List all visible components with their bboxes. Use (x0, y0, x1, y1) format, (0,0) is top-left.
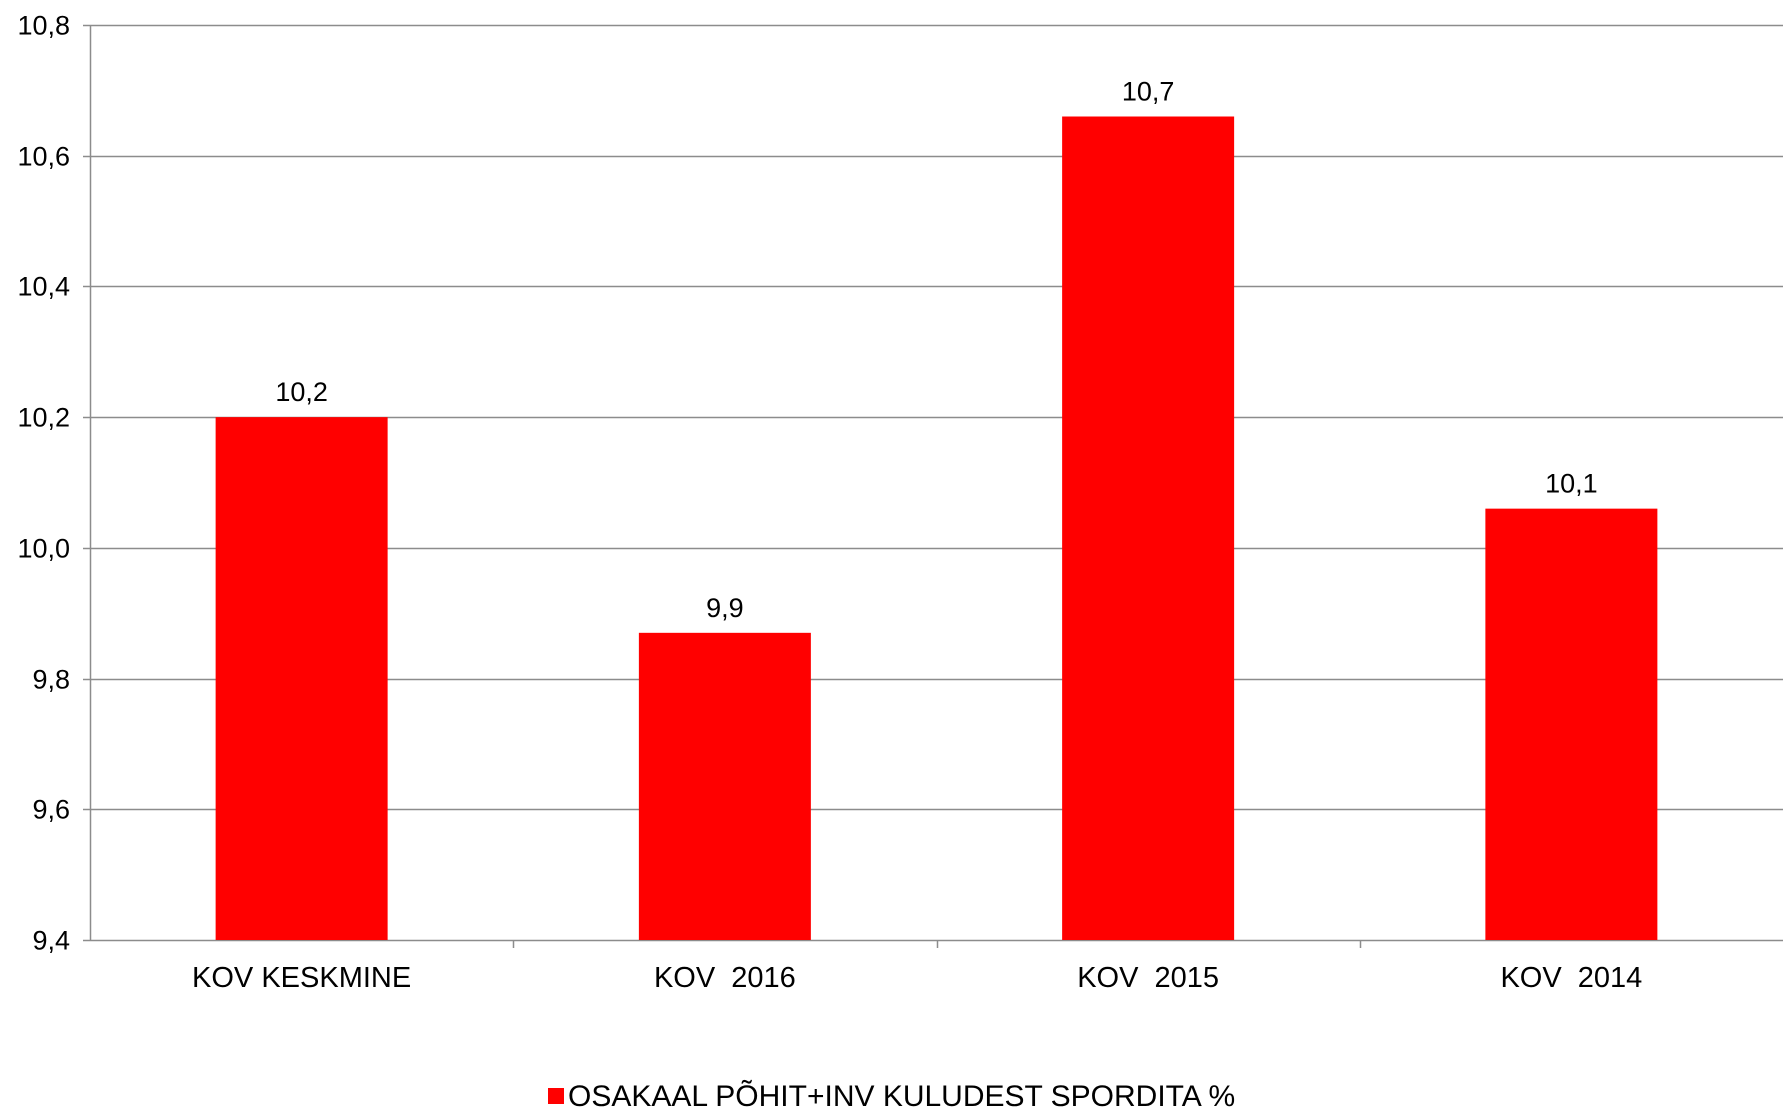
legend: OSAKAAL PÕHIT+INV KULUDEST SPORDITA % (548, 1079, 1235, 1112)
data-label: 9,9 (706, 593, 744, 623)
y-tick-label: 9,6 (32, 795, 70, 825)
bar (1062, 116, 1235, 940)
data-label: 10,1 (1545, 469, 1598, 499)
y-tick-label: 9,4 (32, 926, 70, 956)
x-tick-label: KOV KESKMINE (192, 962, 411, 994)
data-label: 10,2 (275, 377, 328, 407)
y-tick-label: 10,2 (17, 403, 70, 433)
y-tick-label: 10,4 (17, 272, 70, 302)
y-tick-label: 10,0 (17, 534, 70, 564)
bar (638, 632, 811, 940)
data-label: 10,7 (1122, 77, 1175, 107)
y-tick-label: 10,8 (17, 11, 70, 41)
bar (215, 417, 388, 941)
axes: 9,4 9,6 9,8 10,0 10,2 10,4 10,6 10,8 KOV KESKMIN… (17, 11, 1642, 995)
legend-label: OSAKAAL PÕHIT+INV KULUDEST SPORDITA % (568, 1079, 1235, 1112)
bars (215, 116, 1658, 941)
x-tick-label: KOV 2016 (654, 962, 796, 994)
legend-swatch (548, 1088, 564, 1104)
x-tick-label: KOV 2014 (1500, 962, 1642, 994)
y-tick-label: 10,6 (17, 142, 70, 172)
bar (1485, 508, 1658, 940)
x-tick-label: KOV 2015 (1077, 962, 1219, 994)
y-tick-label: 9,8 (32, 665, 70, 695)
data-labels: 10,2 9,9 10,7 10,1 (275, 77, 1597, 623)
